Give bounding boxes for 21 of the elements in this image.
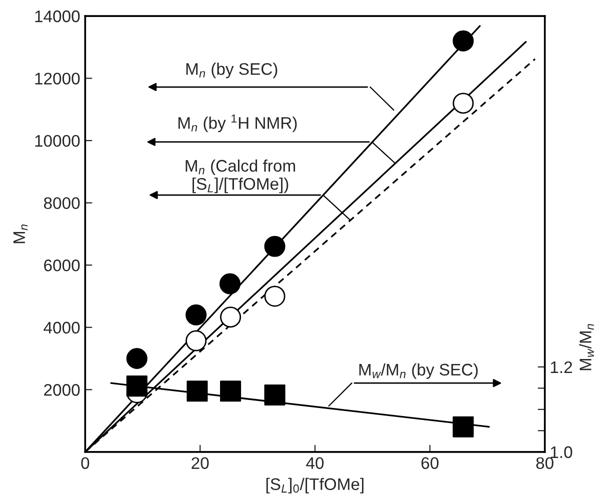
y-axis-title: M$_{n}$	[13, 224, 28, 244]
y2-tick-label: 1.0	[550, 446, 572, 458]
y2-tick-label: 1.2	[550, 361, 572, 373]
x-tick-label: 20	[192, 457, 209, 470]
y2-axis-title: M$_{w}$/M$_{n}$	[579, 324, 594, 370]
y-tick-label: 4000	[44, 322, 80, 334]
y-tick-label: 6000	[44, 260, 80, 272]
y-tick-label: 2000	[44, 384, 80, 396]
y-tick-label: 12000	[35, 72, 80, 84]
y-tick-label: 8000	[44, 197, 80, 210]
x-tick-label: 60	[421, 457, 439, 470]
annotation: M$_{n}$ (Calcd from [S$_{L}$]/[TfOMe])	[186, 159, 296, 194]
annotation: M$_{n}$ (by SEC)	[186, 62, 278, 78]
x-tick-label: 0	[81, 457, 90, 470]
annotation: M$_{w}$/M$_{n}$ (by SEC)	[359, 363, 478, 379]
y-tick-label: 14000	[35, 10, 80, 22]
x-axis-title: [S$_{L}$]$_{0}$/[TfOMe]	[266, 478, 364, 494]
x-tick-label: 80	[536, 457, 554, 470]
y-tick-label: 10000	[35, 134, 80, 147]
annotation: M$_{n}$ (by $^{1}$H NMR)	[178, 114, 297, 132]
x-tick-label: 40	[306, 457, 324, 470]
